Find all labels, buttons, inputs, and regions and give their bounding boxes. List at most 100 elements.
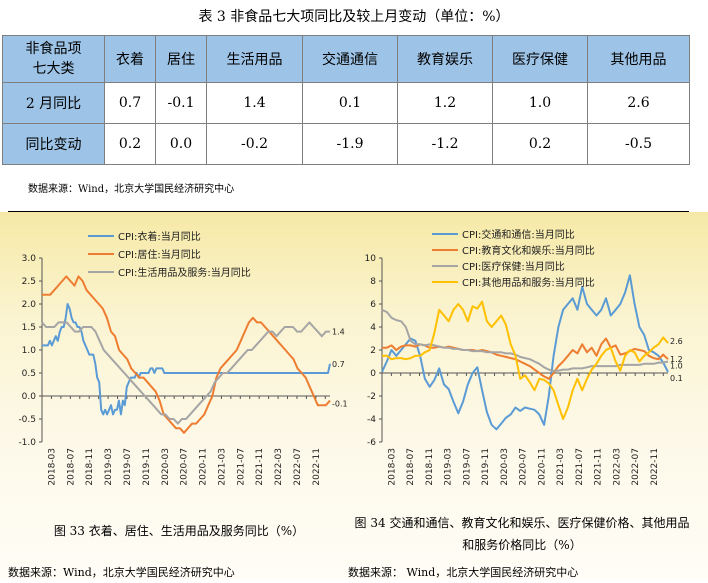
y-tick-label: 2 — [370, 346, 376, 356]
y-tick-label: 1.0 — [22, 346, 37, 356]
series-line — [41, 321, 330, 425]
table-cell: 0.2 — [492, 123, 588, 165]
x-tick-label: 2020-07 — [180, 448, 190, 486]
y-tick-label: -6 — [367, 438, 376, 448]
header-corner-line2: 七大类 — [32, 61, 75, 77]
table-cell: 1.2 — [397, 82, 493, 124]
x-tick-label: 2018-11 — [425, 448, 435, 486]
series-line — [381, 308, 669, 372]
x-tick-label: 2020-11 — [537, 448, 547, 486]
x-tick-label: 2022-03 — [612, 448, 622, 486]
y-tick-label: -0.5 — [18, 415, 36, 425]
x-tick-label: 2018-11 — [85, 448, 95, 486]
x-tick-label: 2022-03 — [274, 448, 284, 486]
y-tick-label: 0.5 — [22, 369, 36, 379]
end-value-label: 1.2 — [670, 355, 683, 364]
series-line — [382, 300, 669, 420]
col-header: 教育娱乐 — [397, 35, 493, 83]
header-corner-line1: 非食品项 — [25, 41, 82, 57]
y-tick-label: 8 — [370, 277, 376, 287]
chart-left-source: 数据来源：Wind，北京大学国民经济研究中心 — [8, 566, 235, 579]
x-tick-label: 2021-11 — [594, 448, 604, 486]
table-row: 2 月同比 0.7 -0.1 1.4 0.1 1.2 1.0 2.6 — [2, 82, 690, 124]
col-header: 衣着 — [104, 35, 156, 83]
table-source: 数据来源：Wind，北京大学国民经济研究中心 — [28, 184, 235, 195]
end-value-label: 1.0 — [670, 362, 683, 371]
y-tick-label: -1.0 — [18, 438, 36, 448]
x-tick-label: 2022-11 — [312, 448, 322, 486]
x-tick-label: 2021-07 — [236, 448, 246, 486]
x-tick-label: 2019-07 — [123, 448, 133, 486]
legend-label: CPI:居住:当月同比 — [118, 248, 201, 261]
legend-label: CPI:医疗保健:当月同比 — [462, 260, 565, 273]
y-tick-label: 1.5 — [22, 323, 36, 333]
y-tick-label: -4 — [367, 415, 376, 425]
x-tick-label: 2018-03 — [387, 448, 397, 486]
y-tick-label: 10 — [365, 254, 377, 264]
table-cell: 1.0 — [492, 82, 588, 124]
table-cell: -0.1 — [155, 82, 207, 124]
x-tick-label: 2022-11 — [650, 448, 660, 486]
end-value-label: 1.4 — [332, 328, 345, 337]
x-tick-label: 2020-03 — [500, 448, 510, 486]
x-tick-label: 2020-11 — [199, 448, 209, 486]
x-tick-label: 2019-11 — [142, 448, 152, 486]
y-tick-label: 4 — [370, 323, 376, 333]
col-header: 生活用品 — [206, 35, 303, 83]
y-tick-label: 2.5 — [22, 277, 36, 287]
col-header: 交通通信 — [302, 35, 398, 83]
x-tick-label: 2018-07 — [406, 448, 416, 486]
series-line — [42, 275, 331, 434]
y-tick-label: 2.0 — [22, 300, 37, 310]
legend-label: CPI:交通和通信:当月同比 — [462, 228, 575, 241]
chart-right-source: 数据来源： Wind，北京大学国民经济研究中心 — [348, 566, 579, 579]
table-header-row: 非食品项七大类 衣着 居住 生活用品 交通通信 教育娱乐 医疗保健 其他用品 — [2, 35, 690, 83]
col-header: 居住 — [155, 35, 207, 83]
table-cell: 0.2 — [104, 123, 156, 165]
end-value-label: 0.1 — [670, 374, 683, 383]
x-tick-label: 2020-07 — [519, 448, 529, 486]
series-line — [42, 303, 331, 416]
table-cell: 2.6 — [587, 82, 690, 124]
table-cell: -1.2 — [397, 123, 493, 165]
col-header: 其他用品 — [587, 35, 690, 83]
legend-label: CPI:生活用品及服务:当月同比 — [118, 266, 251, 279]
header-corner: 非食品项 七大类 — [2, 35, 105, 83]
x-tick-label: 2019-11 — [481, 448, 491, 486]
y-tick-label: -2 — [367, 392, 376, 402]
table-row: 同比变动 0.2 0.0 -0.2 -1.9 -1.2 0.2 -0.5 — [2, 123, 690, 165]
table-cell: -0.5 — [587, 123, 690, 165]
y-tick-label: 0.0 — [22, 392, 37, 402]
x-tick-label: 2019-07 — [462, 448, 472, 486]
divider — [8, 211, 689, 212]
y-tick-label: 3.0 — [22, 254, 37, 264]
chart-right-caption: 图 34 交通和通信、教育文化和娱乐、医疗保健价格、其他用品和服务价格同比（%） — [354, 516, 690, 552]
x-tick-label: 2021-07 — [575, 448, 585, 486]
chart-left-caption: 图 33 衣着、居住、生活用品及服务同比（%） — [53, 524, 305, 538]
col-header: 医疗保健 — [492, 35, 588, 83]
stats-table: 非食品项七大类 衣着 居住 生活用品 交通通信 教育娱乐 医疗保健 其他用品 2… — [2, 35, 690, 165]
x-tick-label: 2022-07 — [631, 448, 641, 486]
legend-label: CPI:衣着:当月同比 — [118, 230, 201, 243]
chart-right: -6 -4 -2 0 2 4 6 8 10 2018-03 2018-07 2018-11 2019-0… — [365, 228, 683, 486]
table-cell: 1.4 — [206, 82, 303, 124]
x-tick-label: 2021-03 — [556, 448, 566, 486]
table-cell: -0.2 — [206, 123, 303, 165]
row-label: 2 月同比 — [2, 82, 105, 124]
end-value-label: -0.1 — [332, 400, 348, 409]
x-tick-label: 2019-03 — [104, 448, 114, 486]
y-tick-label: 6 — [370, 300, 376, 310]
table-cell: 0.0 — [155, 123, 207, 165]
table-cell: 0.7 — [104, 82, 156, 124]
table-cell: 0.1 — [302, 82, 398, 124]
x-tick-label: 2019-03 — [444, 448, 454, 486]
table-cell: -1.9 — [302, 123, 398, 165]
y-tick-label: 0 — [370, 369, 376, 379]
legend-label: CPI:教育文化和娱乐:当月同比 — [462, 244, 595, 257]
x-tick-label: 2018-07 — [66, 448, 76, 486]
end-value-label: 2.6 — [670, 337, 683, 346]
x-tick-label: 2022-07 — [293, 448, 303, 486]
x-tick-label: 2021-11 — [255, 448, 265, 486]
row-label: 同比变动 — [2, 123, 105, 165]
charts-area: -1.0 -0.5 0.0 0.5 1.0 1.5 2.0 2.5 3.0 2018-03 2018… — [0, 212, 708, 579]
